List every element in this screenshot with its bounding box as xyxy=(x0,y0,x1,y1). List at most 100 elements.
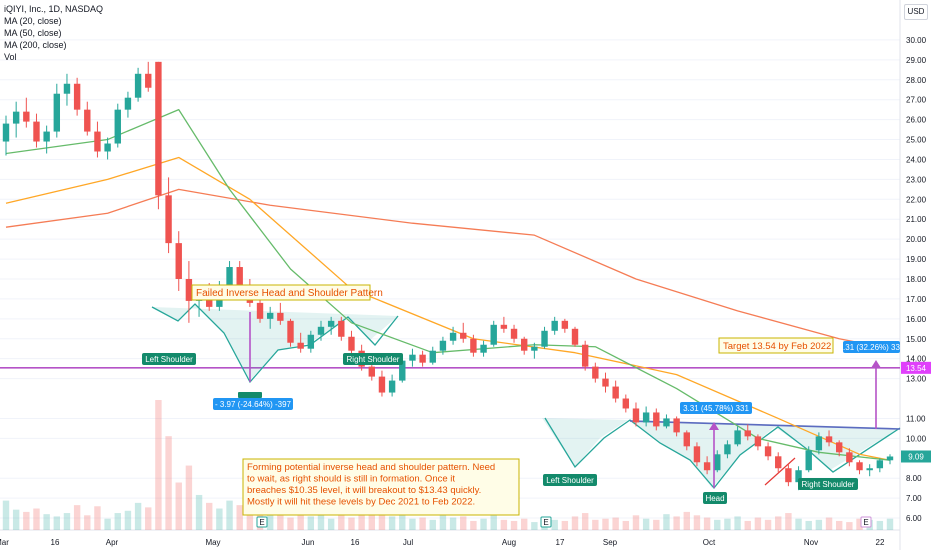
candle-body xyxy=(399,360,406,381)
volume-bar xyxy=(114,513,121,530)
candle xyxy=(175,231,182,291)
grid xyxy=(0,39,900,519)
volume-bar xyxy=(561,520,569,530)
candle xyxy=(866,464,873,477)
volume-bar xyxy=(23,511,30,530)
price-tick-label: 6.00 xyxy=(906,514,922,523)
time-tick-label: Aug xyxy=(502,538,516,547)
ma200-line xyxy=(5,188,891,350)
earnings-marker: E xyxy=(860,516,872,528)
candle-body xyxy=(764,446,772,457)
indicator-ma200[interactable]: MA (200, close) xyxy=(4,40,67,50)
volume-bar xyxy=(500,519,508,530)
symbol-title[interactable]: iQIYI, Inc., 1D, NASDAQ xyxy=(4,4,104,14)
volume-bar xyxy=(521,518,528,530)
candle-body xyxy=(754,436,762,447)
volume-bar xyxy=(449,517,457,530)
price-tick-label: 13.00 xyxy=(906,375,927,384)
candle xyxy=(317,320,325,341)
candle-body xyxy=(419,354,426,363)
price-tick-label: 14.00 xyxy=(906,355,927,364)
price-tick-label: 26.00 xyxy=(906,116,927,125)
indicator-ma50[interactable]: MA (50, close) xyxy=(4,28,62,38)
candle-body xyxy=(114,109,121,144)
candle-body xyxy=(500,324,508,329)
earnings-marker-text: E xyxy=(543,518,548,527)
price-tick-label: 22.00 xyxy=(906,195,927,204)
earnings-marker-box xyxy=(540,516,552,528)
candle xyxy=(571,326,579,347)
candle-body xyxy=(317,326,325,335)
candle-body xyxy=(165,195,172,244)
candle xyxy=(33,113,40,148)
time-tick-label: 22 xyxy=(876,538,885,547)
indicator-volume[interactable]: Vol xyxy=(4,52,17,62)
volume-bar xyxy=(754,517,762,530)
candle xyxy=(581,340,589,371)
right-shoulder-tag-2: Right Shoulder xyxy=(798,478,858,490)
candle-body xyxy=(256,302,264,319)
price-tick-label: 7.00 xyxy=(906,494,922,503)
candle-body xyxy=(327,320,335,327)
candle xyxy=(856,460,863,475)
candle-body xyxy=(510,328,518,339)
volume-bar xyxy=(632,515,640,530)
candle-body xyxy=(876,460,884,469)
candle xyxy=(703,456,711,475)
candle xyxy=(663,414,670,429)
volume-bar xyxy=(429,519,436,530)
candle-body xyxy=(297,342,304,349)
candle xyxy=(714,450,721,473)
candle-body xyxy=(703,462,711,471)
indicator-ma20[interactable]: MA (20, close) xyxy=(4,16,62,26)
volume-bar xyxy=(581,513,589,530)
volume-bar xyxy=(175,482,182,530)
volume-series xyxy=(2,400,894,530)
candle xyxy=(2,115,10,156)
candle-body xyxy=(693,446,701,463)
candle-body xyxy=(449,332,457,341)
left-shoulder-tag-1: Left Shoulder xyxy=(142,353,196,365)
candle xyxy=(124,91,132,118)
target-note-text: Target 13.54 by Feb 2022 xyxy=(723,341,831,352)
candle xyxy=(693,442,701,467)
price-tick-label: 19.00 xyxy=(906,255,927,264)
volume-bar xyxy=(327,518,335,530)
candle xyxy=(256,296,264,323)
volume-bar xyxy=(480,518,487,530)
candle-body xyxy=(134,73,142,98)
candle-body xyxy=(795,470,802,483)
candle-body xyxy=(460,332,467,339)
earnings-marker-text: E xyxy=(863,518,868,527)
volume-bar xyxy=(460,516,467,530)
right-shoulder-tag-1-bg xyxy=(343,353,403,365)
candle xyxy=(439,336,447,355)
candle xyxy=(73,77,81,116)
price-tick-label: 30.00 xyxy=(906,36,927,45)
pattern-zigzag-2 xyxy=(544,417,901,490)
pattern-zigzag-1 xyxy=(151,303,399,384)
volume-bar xyxy=(236,505,243,530)
candle-body xyxy=(266,312,274,319)
volume-bar xyxy=(439,515,447,530)
volume-bar xyxy=(246,511,254,530)
currency-button[interactable]: USD xyxy=(904,4,928,20)
candle-body xyxy=(2,123,10,142)
trend-line-short xyxy=(764,457,796,486)
forming-pattern-note-text: Forming potential inverse head and shoul… xyxy=(247,462,495,508)
volume-bar xyxy=(510,520,518,530)
candle xyxy=(266,306,274,329)
volume-bar xyxy=(277,513,284,530)
volume-bar xyxy=(307,516,315,530)
volume-bar xyxy=(825,517,833,530)
target-note: Target 13.54 by Feb 2022 xyxy=(718,337,834,354)
volume-bar xyxy=(165,436,172,530)
candle-body xyxy=(551,320,558,331)
failed-pattern-note-box xyxy=(191,284,371,301)
volume-bar xyxy=(216,508,223,530)
volume-bar xyxy=(886,518,894,530)
volume-bar xyxy=(703,517,711,530)
candle xyxy=(835,440,843,457)
candle xyxy=(114,103,121,148)
